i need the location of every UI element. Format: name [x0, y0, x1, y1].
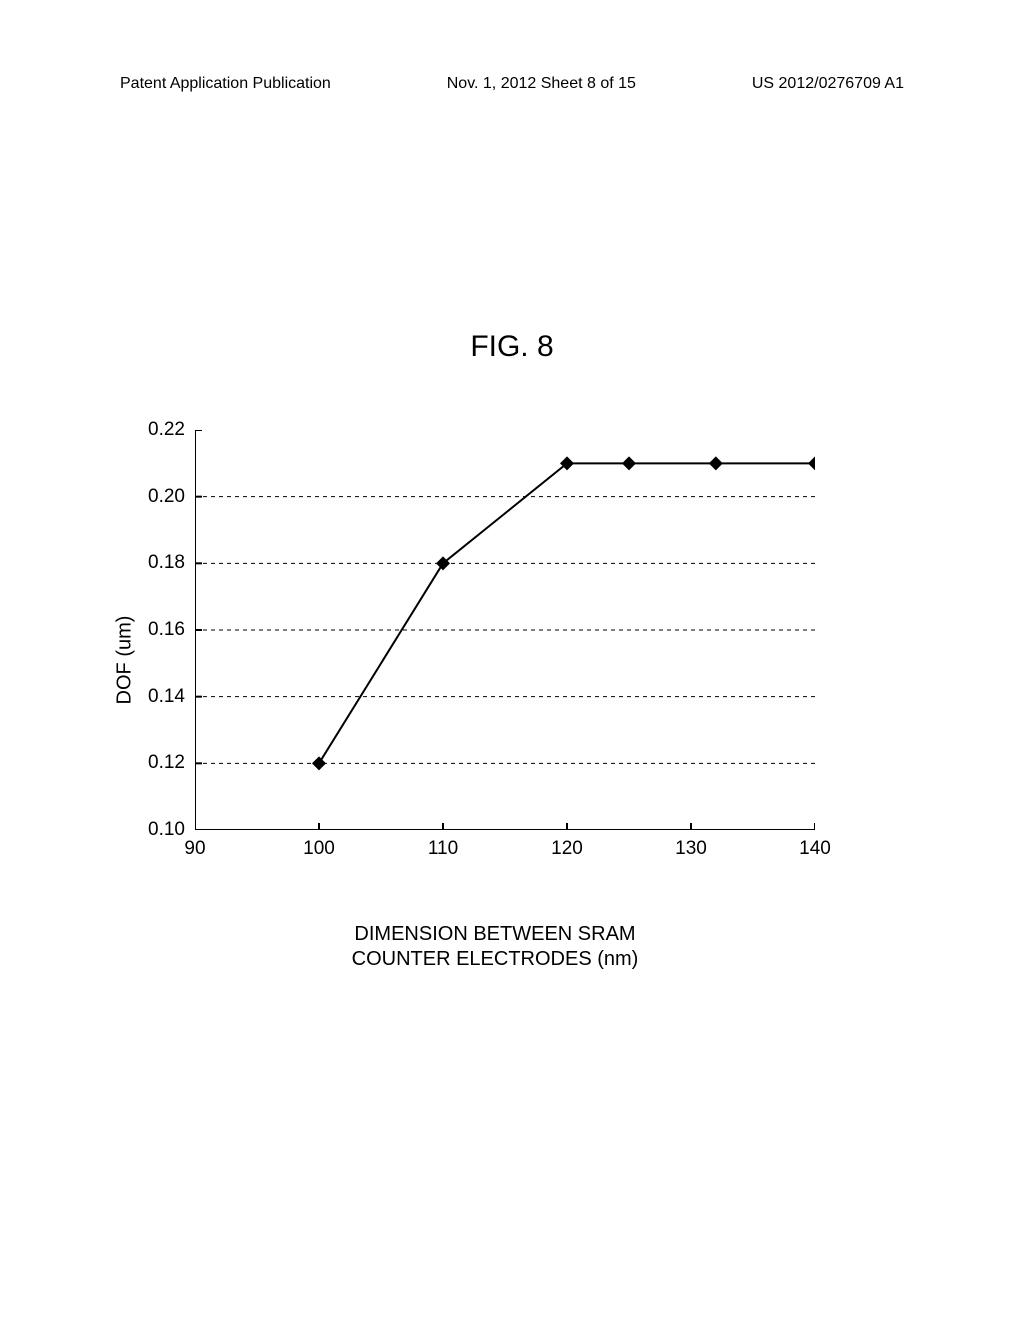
page-header: Patent Application Publication Nov. 1, 2… [120, 75, 904, 93]
y-tick-label: 0.12 [148, 752, 185, 774]
plot-area: 0.100.120.140.160.180.200.22901001101201… [195, 430, 815, 830]
x-tick-label: 110 [428, 838, 458, 860]
x-tick-label: 140 [799, 838, 831, 860]
header-right: US 2012/0276709 A1 [752, 75, 904, 93]
x-axis-label: DIMENSION BETWEEN SRAM COUNTER ELECTRODE… [352, 922, 639, 972]
x-tick-label: 130 [675, 838, 707, 860]
y-axis-label: DOF (um) [114, 616, 137, 705]
x-tick-label: 120 [551, 838, 583, 860]
header-left: Patent Application Publication [120, 75, 331, 93]
y-tick-label: 0.22 [148, 419, 185, 441]
y-tick-label: 0.16 [148, 619, 185, 641]
figure-title: FIG. 8 [0, 330, 1024, 364]
y-tick-label: 0.10 [148, 819, 185, 841]
y-tick-label: 0.14 [148, 686, 185, 708]
y-tick-label: 0.20 [148, 486, 185, 508]
x-tick-label: 100 [303, 838, 335, 860]
header-center: Nov. 1, 2012 Sheet 8 of 15 [447, 75, 636, 93]
y-tick-label: 0.18 [148, 552, 185, 574]
chart-svg [195, 430, 815, 830]
chart: DOF (um) DIMENSION BETWEEN SRAM COUNTER … [135, 420, 855, 900]
x-tick-label: 90 [184, 838, 205, 860]
